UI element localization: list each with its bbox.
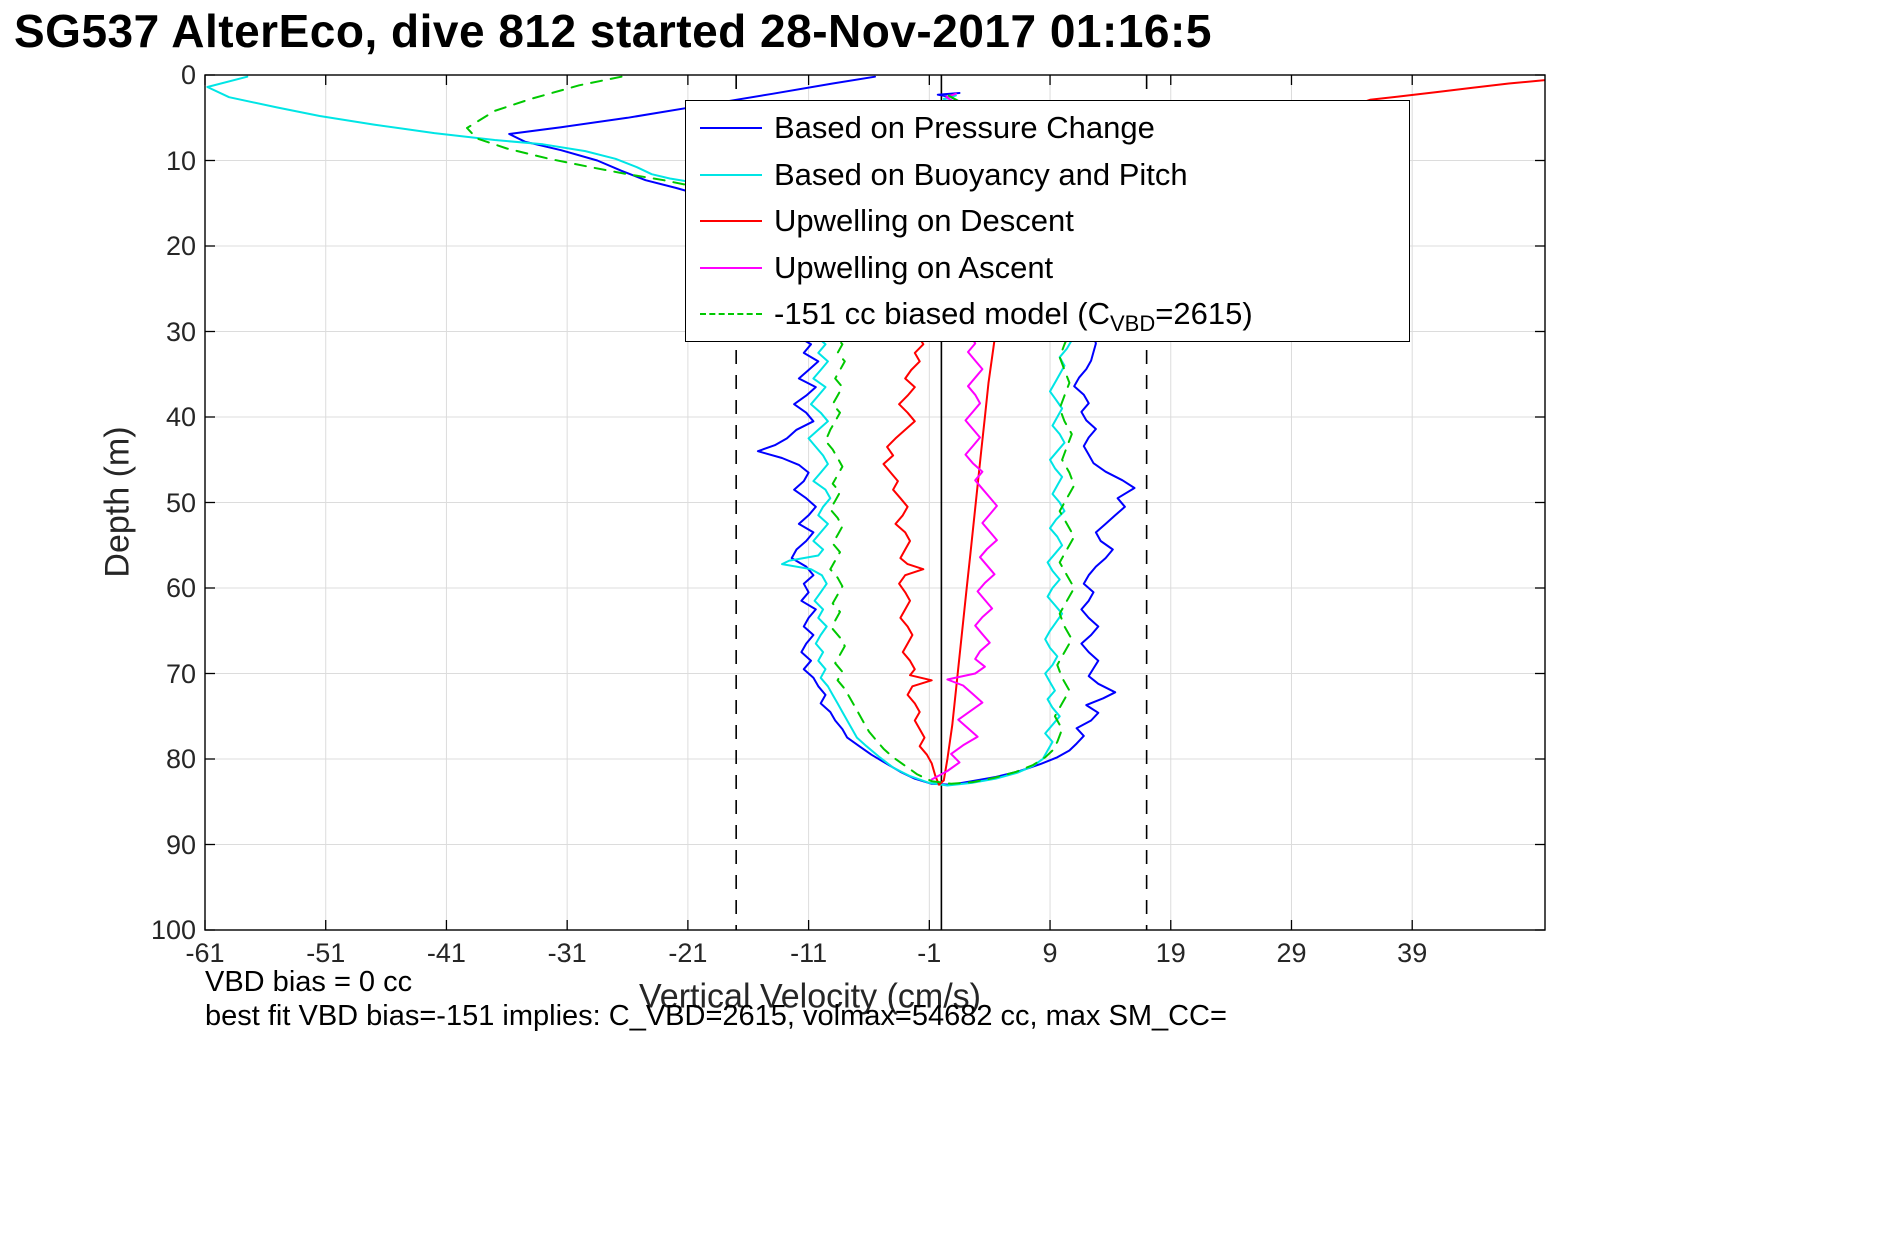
y-tick-label: 50 (165, 487, 196, 518)
x-axis-label: Vertical Velocity (cm/s) (639, 977, 981, 1016)
y-tick-label: 20 (165, 231, 196, 261)
y-tick-label: 70 (165, 658, 196, 689)
x-tick-label: -31 (547, 938, 587, 968)
legend-label: -151 cc biased model (CVBD=2615) (774, 296, 1253, 337)
series-151-cc-biased-model-c-vbd-2615 (466, 75, 1076, 785)
legend-label: Upwelling on Ascent (774, 249, 1054, 285)
series-based-on-buoyancy-and-pitch (206, 75, 1073, 787)
y-tick-label: 10 (165, 145, 196, 176)
legend-label: Based on Pressure Change (774, 110, 1155, 146)
x-tick-label: -1 (917, 938, 942, 968)
legend-line-sample-green-dashed (700, 313, 762, 316)
y-tick-label: 0 (180, 60, 196, 90)
x-tick-label: -51 (306, 938, 346, 968)
best-fit-annotation: best fit VBD bias=-151 implies: C_VBD=26… (205, 1000, 1227, 1032)
x-tick-label: 29 (1276, 938, 1307, 968)
series-upwelling-on-ascent (930, 92, 998, 781)
y-tick-label: 100 (150, 915, 196, 945)
legend-line-sample-magenta (700, 266, 762, 269)
legend-line-sample-blue (700, 127, 762, 130)
vbd-bias-annotation: VBD bias = 0 cc (205, 966, 413, 998)
legend-item-upwelling-ascent: Upwelling on Ascent (700, 245, 1409, 292)
y-tick-label: 40 (165, 402, 196, 432)
series-upwelling-on-descent (882, 79, 1545, 786)
legend-item-pressure-change: Based on Pressure Change (700, 105, 1409, 152)
x-tick-label: 9 (1042, 938, 1058, 968)
x-tick-label: 19 (1155, 938, 1186, 968)
x-tick-label: -21 (668, 938, 708, 968)
tick-marks (204, 74, 1545, 931)
legend-label: Upwelling on Descent (774, 203, 1074, 239)
y-tick-label: 60 (165, 573, 196, 603)
legend-label: Based on Buoyancy and Pitch (774, 156, 1188, 192)
x-tick-label: -61 (185, 938, 225, 968)
legend: Based on Pressure Change Based on Buoyan… (685, 100, 1410, 342)
y-tick-label: 80 (165, 744, 196, 774)
x-tick-label: 39 (1397, 938, 1428, 968)
legend-line-sample-red (700, 220, 762, 223)
figure-title: SG537 AlterEco, dive 812 started 28-Nov-… (14, 5, 1212, 57)
series-group (206, 75, 1545, 787)
y-tick-label: 90 (165, 829, 196, 860)
x-tick-label: -11 (790, 938, 828, 968)
legend-item-upwelling-descent: Upwelling on Descent (700, 198, 1409, 245)
y-tick-label: 30 (165, 316, 196, 347)
legend-line-sample-cyan (700, 173, 762, 176)
series-based-on-pressure-change (508, 75, 1136, 786)
x-tick-label: -41 (426, 938, 466, 968)
legend-item-buoyancy-pitch: Based on Buoyancy and Pitch (700, 152, 1409, 199)
legend-item-biased-model: -151 cc biased model (CVBD=2615) (700, 291, 1409, 338)
